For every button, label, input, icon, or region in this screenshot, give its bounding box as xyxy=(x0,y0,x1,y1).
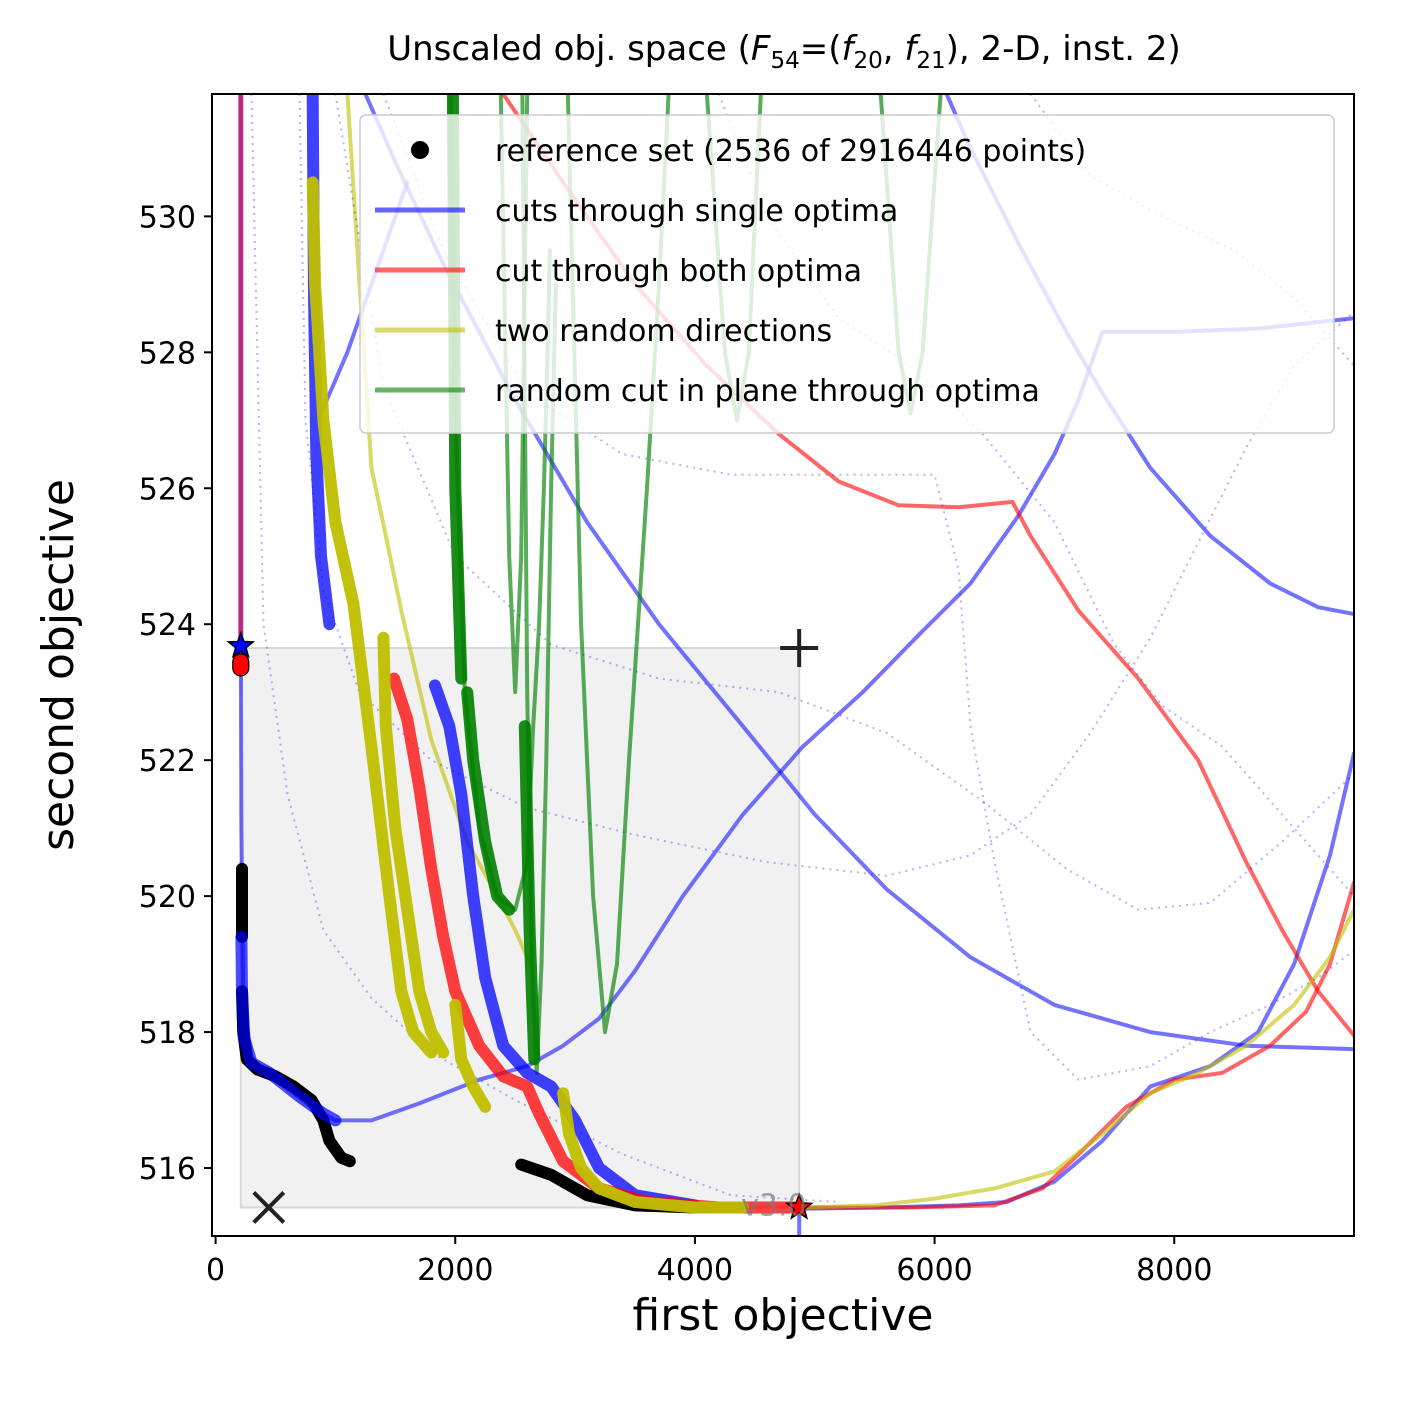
legend-label-two-random-directions: two random directions xyxy=(495,314,832,349)
sampled-series-two-random-directions xyxy=(306,176,438,1059)
x-axis-label: first objective xyxy=(633,1290,934,1341)
legend-label-reference-set-2536-of-2916446-points: reference set (2536 of 2916446 points) xyxy=(495,134,1086,169)
optimum-1-star-icon xyxy=(226,630,256,659)
optimum-1-red-marker xyxy=(232,653,250,677)
x-tick-label: 0 xyxy=(206,1253,225,1288)
x-tick-label: 4000 xyxy=(657,1253,733,1288)
sampled-series-two-random-directions xyxy=(557,1087,749,1214)
sampled-series-two-random-directions xyxy=(449,998,492,1113)
legend-label-cuts-through-single-optima: cuts through single optima xyxy=(495,194,898,229)
x-axis: 0 2000 4000 6000 8000 xyxy=(206,1236,1212,1288)
plot-frame xyxy=(211,93,1355,1237)
thick-series-layer xyxy=(235,94,806,1214)
legend-label-random-cut-in-plane-through-optima: random cut in plane through optima xyxy=(495,374,1040,409)
y-tick-label: 528 xyxy=(139,336,196,371)
y-tick-label: 518 xyxy=(139,1016,196,1051)
star-annotation: v3.0 xyxy=(741,1188,806,1223)
legend: reference set (2536 of 2916446 points) cu… xyxy=(359,114,1335,434)
sampled-series-two-random-directions xyxy=(377,631,450,1059)
series-line-dotted-cuts xyxy=(382,94,1354,1081)
y-tick-label: 522 xyxy=(139,744,196,779)
sampled-series-cuts-through-single-optima xyxy=(428,679,701,1212)
y-axis-label: second objective xyxy=(33,479,84,851)
series-line-dotted-cuts xyxy=(334,94,1354,911)
y-tick-label: 520 xyxy=(139,880,196,915)
chart-title: Unscaled obj. space (F54=(f20, f21), 2-D… xyxy=(387,29,1181,74)
marker-layer: v3.0 xyxy=(226,629,819,1224)
legend-box xyxy=(359,114,1335,434)
sampled-series-random-cut-in-plane-through-optima xyxy=(461,686,516,916)
x-tick-label: 2000 xyxy=(417,1253,493,1288)
series-line-dotted-cuts xyxy=(298,94,1354,877)
series-line-two-random-directions xyxy=(797,907,1354,1210)
y-axis: 516 518 520 522 524 526 528 530 xyxy=(139,200,212,1187)
x-tick-label: 8000 xyxy=(1136,1253,1212,1288)
optimum-2-star-icon xyxy=(784,1192,814,1220)
series-line-two-random-directions xyxy=(345,94,536,973)
sampled-series-random-cut-in-plane-through-optima xyxy=(518,720,541,1066)
y-tick-label: 516 xyxy=(139,1152,196,1187)
y-tick-label: 530 xyxy=(139,200,196,235)
legend-marker-reference-set-2536-of-2916446-points xyxy=(411,141,429,159)
y-tick-label: 524 xyxy=(139,608,196,643)
y-tick-label: 526 xyxy=(139,472,196,507)
nadir-point-plus-icon xyxy=(780,629,819,668)
x-tick-label: 6000 xyxy=(896,1253,972,1288)
legend-label-cut-through-both-optima: cut through both optima xyxy=(495,254,862,289)
series-line-dotted-cuts xyxy=(250,94,839,1203)
sampled-series-cuts-through-single-optima xyxy=(235,930,342,1127)
ideal-point-x-icon xyxy=(252,1191,286,1224)
